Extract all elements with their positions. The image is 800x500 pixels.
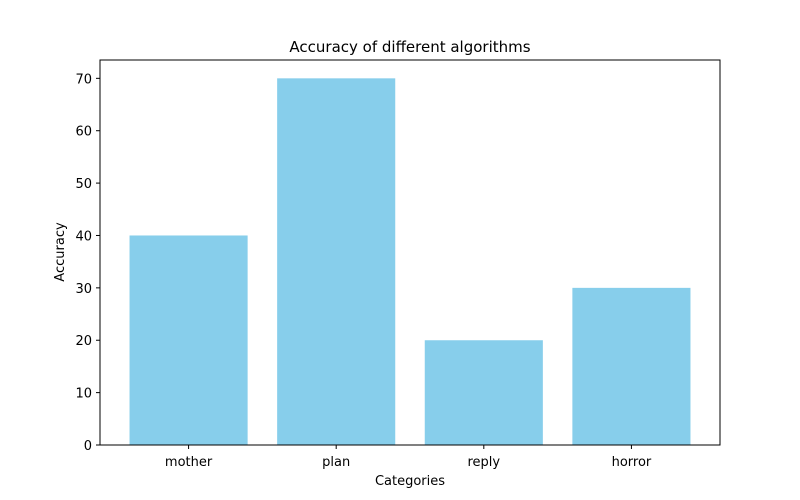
y-tick-label: 0 [84,439,92,454]
chart-title: Accuracy of different algorithms [289,38,530,56]
y-tick-label: 70 [75,72,92,87]
y-tick-label: 60 [75,125,92,140]
bar-mother [129,235,248,445]
x-tick-label: horror [612,455,652,470]
y-axis-label: Accuracy [53,222,68,282]
plot-area-frame [99,59,721,446]
y-tick-label: 10 [75,387,92,402]
y-tick-label: 20 [75,334,92,349]
bar-horror [572,287,691,445]
ticks-group: mother plan reply horror 0 10 20 30 40 50 60 70 [75,72,651,470]
x-tick-label: mother [165,455,213,470]
x-tick-label: plan [322,455,350,470]
x-axis-label: Categories [375,474,445,489]
y-tick-label: 30 [75,282,92,297]
bar-reply [424,340,543,445]
x-tick-label: reply [467,455,500,470]
bars-group [129,78,691,445]
bar-plan [277,78,396,445]
y-tick-label: 40 [75,229,92,244]
y-tick-label: 50 [75,177,92,192]
